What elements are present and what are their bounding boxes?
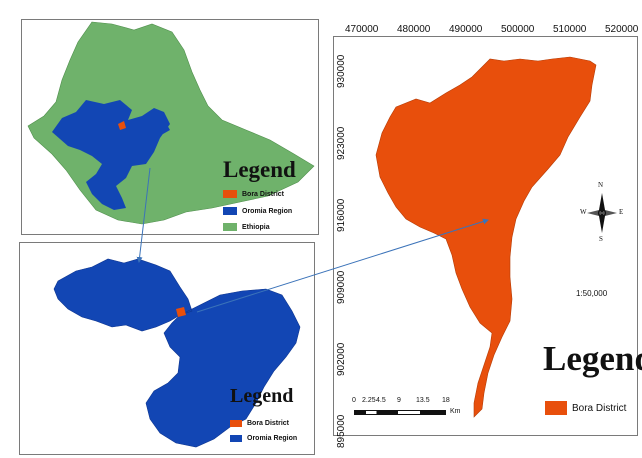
legend-swatch: [230, 435, 242, 442]
ethiopia-map-svg: [27, 21, 315, 225]
x-tick-label: 470000: [345, 24, 379, 35]
legend-swatch: [230, 420, 242, 427]
legend-label: Oromia Region: [242, 207, 293, 215]
legend-swatch: [223, 207, 237, 215]
y-tick-label: 916000: [336, 198, 347, 232]
oromia-legend-item-oromia: Oromia Region: [230, 435, 297, 442]
scale-label-0: 0: [352, 397, 356, 404]
oromia-map-panel: Legend Bora District Oromia Region: [19, 242, 315, 455]
east-label: E: [619, 208, 624, 216]
x-tick-label: 500000: [501, 24, 535, 35]
scale-label-3: 9: [397, 397, 401, 404]
scale-bar-segments: [354, 410, 446, 415]
y-tick-label: 930000: [336, 54, 347, 88]
north-label: N: [598, 181, 604, 189]
x-tick-label: 520000: [605, 24, 639, 35]
y-tick-label: 895000: [336, 414, 347, 448]
compass-rose-icon: [587, 193, 617, 233]
legend-label: Bora District: [247, 420, 290, 427]
legend-swatch: [223, 190, 237, 198]
legend-label: Bora District: [572, 402, 627, 414]
south-label: S: [599, 235, 603, 243]
y-tick-label: 909000: [336, 270, 347, 304]
scale-label-2: 4.5: [376, 397, 386, 404]
y-tick-label: 902000: [336, 342, 347, 376]
oromia-legend-title: Legend: [230, 385, 294, 407]
scale-unit: Km: [450, 408, 461, 415]
legend-swatch: [545, 401, 567, 415]
north-arrow: N W E S: [580, 181, 623, 251]
bora-district-map-panel: N W E S 1:50,000 Legend Bora District 0 …: [333, 36, 642, 436]
ethiopia-legend-title: Legend: [223, 157, 296, 182]
ethiopia-legend-item-ethiopia: Ethiopia: [223, 223, 270, 231]
legend-label: Ethiopia: [242, 223, 270, 231]
legend-swatch: [223, 223, 237, 231]
bora-legend-item-bora: Bora District: [545, 401, 626, 415]
scale-label-4: 13.5: [416, 397, 430, 404]
oromia-legend-item-bora: Bora District: [230, 420, 289, 427]
x-tick-label: 510000: [553, 24, 587, 35]
y-tick-label: 923000: [336, 126, 347, 160]
west-label: W: [580, 208, 587, 216]
legend-label: Bora District: [242, 190, 285, 198]
ethiopia-legend-item-oromia: Oromia Region: [223, 207, 292, 215]
scale-label-1: 2.25: [362, 397, 376, 404]
bora-district-mark: [118, 121, 126, 130]
ethiopia-legend-item-bora: Bora District: [223, 190, 284, 198]
oromia-shape: [52, 100, 170, 210]
scale-label-5: 18: [442, 397, 450, 404]
scale-bar: 0 2.25 4.5 9 13.5 18 Km: [352, 397, 472, 421]
bora-legend-title: Legend: [543, 339, 642, 378]
x-tick-label: 490000: [449, 24, 483, 35]
x-tick-label: 480000: [397, 24, 431, 35]
bora-district-mark: [176, 307, 186, 317]
ethiopia-map-panel: Legend Bora District Oromia Region Ethio…: [21, 19, 319, 235]
scale-ratio: 1:50,000: [576, 289, 608, 298]
legend-label: Oromia Region: [247, 435, 298, 442]
oromia-region-shape: [53, 258, 301, 448]
